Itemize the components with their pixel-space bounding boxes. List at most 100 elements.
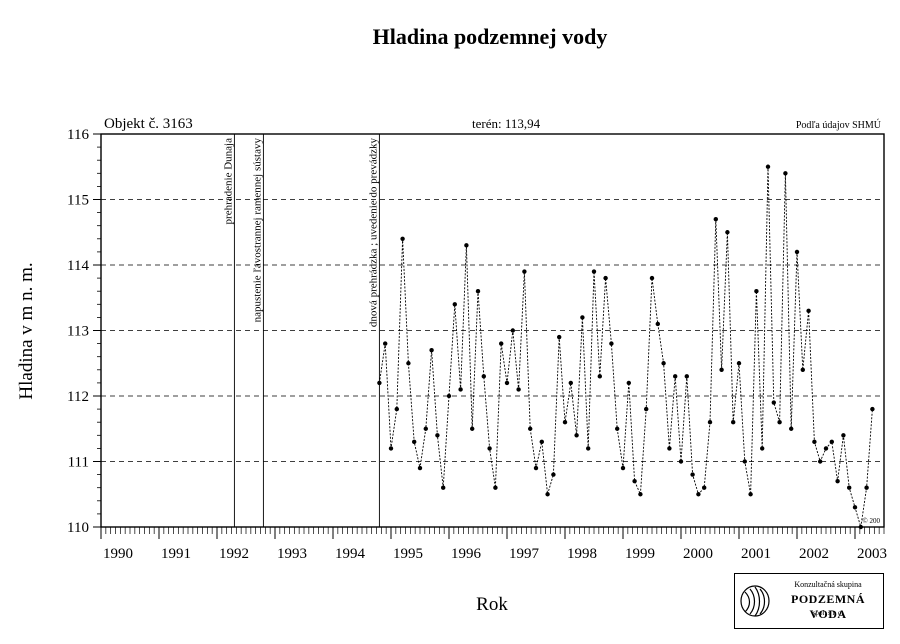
data-point bbox=[580, 315, 585, 320]
data-point bbox=[707, 420, 713, 425]
data-point bbox=[678, 459, 684, 464]
data-point bbox=[429, 347, 434, 353]
data-point bbox=[504, 380, 510, 386]
gridlines bbox=[101, 199, 884, 462]
data-point bbox=[823, 446, 829, 451]
data-point bbox=[377, 380, 382, 386]
event-label: napustenie ľavostrannej ramennej sústavy bbox=[251, 138, 263, 323]
data-point bbox=[713, 216, 718, 222]
y-tick-label: 113 bbox=[67, 324, 89, 340]
x-tick-label: 1998 bbox=[567, 546, 597, 562]
x-tick-label: 1990 bbox=[103, 546, 133, 562]
data-point bbox=[412, 439, 417, 445]
x-tick-label: 1999 bbox=[625, 546, 655, 562]
data-point bbox=[522, 269, 527, 274]
data-point bbox=[481, 374, 486, 379]
x-tick-label: 1992 bbox=[219, 546, 249, 562]
data-point bbox=[499, 341, 504, 346]
data-point bbox=[609, 341, 614, 346]
data-point bbox=[470, 426, 475, 431]
data-point bbox=[493, 485, 498, 490]
data-point bbox=[638, 492, 643, 497]
data-point bbox=[510, 328, 515, 333]
data-point bbox=[783, 171, 788, 176]
y-tick-label: 115 bbox=[67, 193, 89, 209]
data-point bbox=[475, 289, 481, 294]
data-point bbox=[812, 439, 817, 445]
source-label: Podľa údajov SHMÚ bbox=[796, 119, 882, 131]
data-point bbox=[696, 492, 701, 497]
data-point bbox=[667, 446, 672, 451]
series-line bbox=[378, 166, 873, 528]
data-point bbox=[818, 459, 823, 464]
data-point bbox=[568, 380, 573, 386]
data-point bbox=[800, 367, 805, 372]
x-tick-label: 2001 bbox=[741, 546, 771, 562]
x-tick-label: 1997 bbox=[509, 546, 540, 562]
data-point bbox=[644, 406, 649, 412]
data-point bbox=[620, 465, 626, 471]
data-point bbox=[464, 243, 469, 248]
object-label: Objekt č. 3163 bbox=[104, 116, 193, 132]
data-point bbox=[754, 289, 759, 294]
x-tick-label: 1993 bbox=[277, 546, 307, 562]
data-point bbox=[551, 472, 556, 477]
data-point bbox=[702, 485, 707, 490]
data-point bbox=[533, 465, 539, 471]
data-point bbox=[725, 230, 730, 235]
data-point bbox=[655, 321, 660, 327]
data-point bbox=[742, 459, 747, 464]
logo-line-1: Konzultačná skupina bbox=[794, 580, 862, 589]
copyright-label: © 200 bbox=[862, 517, 880, 525]
data-point bbox=[516, 387, 521, 392]
data-point bbox=[673, 374, 678, 379]
data-point bbox=[870, 406, 875, 412]
data-point bbox=[435, 433, 440, 438]
data-point bbox=[400, 236, 405, 241]
data-point bbox=[765, 164, 771, 169]
data-point bbox=[731, 420, 736, 425]
data-point bbox=[841, 433, 846, 438]
data-point bbox=[649, 275, 655, 281]
y-tick-label: 110 bbox=[67, 520, 89, 536]
x-tick-label: 2003 bbox=[857, 546, 887, 562]
data-point bbox=[690, 472, 695, 477]
data-point bbox=[383, 341, 388, 346]
data-point bbox=[487, 446, 492, 451]
data-point bbox=[760, 446, 765, 451]
data-point bbox=[847, 485, 852, 490]
data-point bbox=[777, 420, 782, 425]
chart-title: Hladina podzemnej vody bbox=[373, 24, 608, 49]
logo-line-2: PODZEMNÁ VODA bbox=[791, 592, 865, 621]
y-tick-label: 116 bbox=[67, 127, 89, 143]
data-point bbox=[852, 505, 858, 510]
data-point bbox=[591, 269, 597, 274]
data-point bbox=[586, 446, 591, 451]
x-tick-label: 1994 bbox=[335, 546, 366, 562]
data-point bbox=[394, 406, 399, 412]
data-point bbox=[771, 400, 776, 405]
data-point bbox=[539, 439, 544, 445]
data-point bbox=[406, 361, 411, 366]
x-tick-label: 1995 bbox=[393, 546, 423, 562]
data-point bbox=[545, 492, 550, 497]
data-point bbox=[574, 433, 579, 438]
terrain-label: terén: 113,94 bbox=[472, 116, 541, 131]
data-point bbox=[528, 426, 533, 431]
data-point bbox=[684, 374, 689, 379]
x-tick-label: 1996 bbox=[451, 546, 482, 562]
data-point bbox=[417, 465, 423, 471]
x-tick-label: 2002 bbox=[799, 546, 829, 562]
y-tick-label: 114 bbox=[67, 258, 89, 274]
data-point bbox=[794, 249, 800, 255]
data-point bbox=[748, 492, 753, 497]
data-point bbox=[864, 485, 869, 490]
data-point bbox=[603, 275, 608, 281]
data-point bbox=[597, 374, 602, 379]
wave-logo-icon bbox=[740, 585, 770, 617]
data-point bbox=[458, 387, 463, 392]
data-point bbox=[632, 478, 637, 484]
data-point bbox=[806, 308, 811, 314]
data-point bbox=[615, 426, 620, 431]
